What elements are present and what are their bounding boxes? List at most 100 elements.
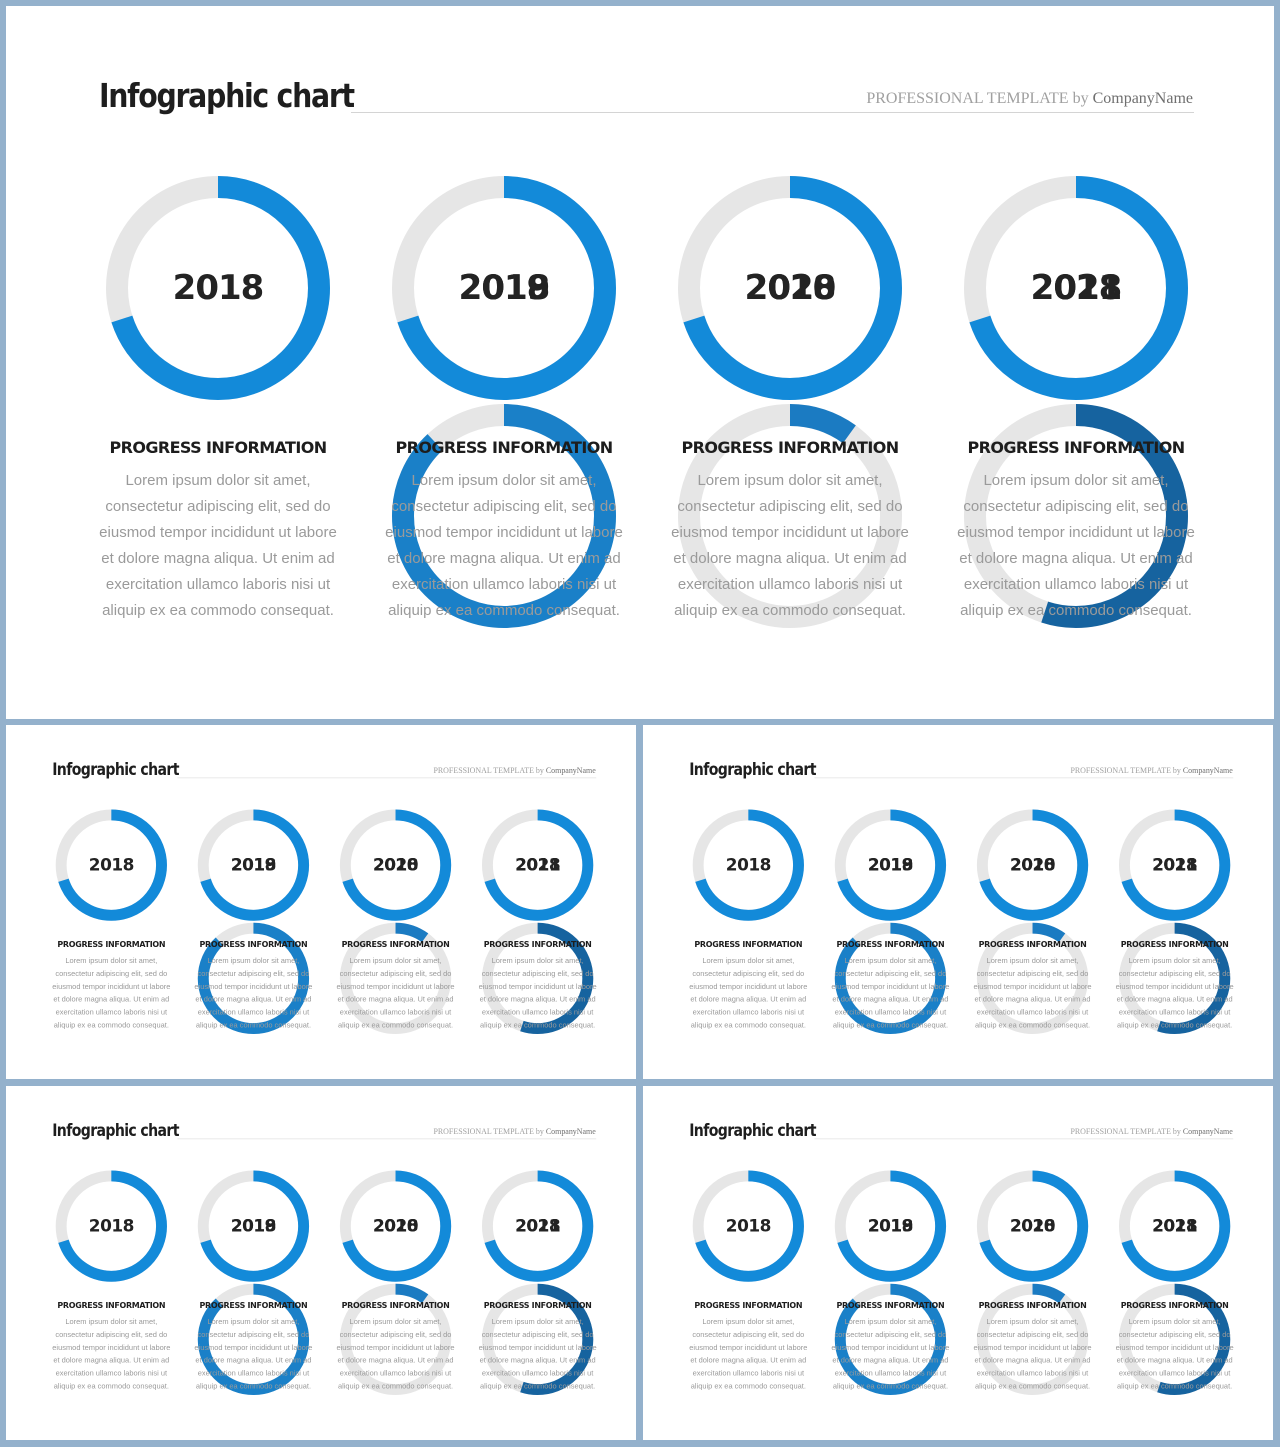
donut-progress-arc	[106, 176, 330, 400]
progress-heading: PROGRESS INFORMATION	[694, 1300, 803, 1311]
slide-content: Infographic chart PROFESSIONAL TEMPLATE …	[643, 1086, 1273, 1440]
company-name: CompanyName	[1182, 1127, 1233, 1137]
donut-chart	[392, 176, 616, 400]
progress-ring: 2018 2019	[197, 1169, 310, 1396]
template-credit: PROFESSIONAL TEMPLATE by CompanyName	[1070, 1128, 1232, 1137]
donut-chart	[339, 922, 452, 1035]
progress-description: Lorem ipsum dolor sit amet, consectetur …	[336, 1317, 455, 1391]
slide-title: Infographic chart	[52, 1120, 179, 1141]
progress-heading: PROGRESS INFORMATION	[341, 939, 450, 950]
year-label: 2018	[1030, 268, 1123, 308]
donut-progress-arc	[55, 1170, 167, 1282]
donut-progress-arc	[339, 1170, 452, 1282]
year-label: 2021	[1152, 855, 1198, 876]
year-label: 2018	[867, 1216, 914, 1237]
template-credit: PROFESSIONAL TEMPLATE by CompanyName	[866, 90, 1193, 108]
progress-heading: PROGRESS INFORMATION	[199, 939, 308, 950]
donut-chart	[197, 922, 310, 1035]
donut-chart	[678, 176, 902, 400]
slide-title: Infographic chart	[52, 759, 179, 780]
year-label: 2018	[744, 268, 837, 308]
progress-heading: PROGRESS INFORMATION	[395, 438, 613, 457]
year-label: 2018	[172, 268, 265, 308]
donut-chart	[197, 809, 310, 921]
slide-content: Infographic chart PROFESSIONAL TEMPLATE …	[643, 725, 1273, 1079]
progress-heading: PROGRESS INFORMATION	[836, 1300, 945, 1311]
donut-chart	[392, 404, 616, 628]
company-name: CompanyName	[1182, 766, 1233, 776]
progress-heading: PROGRESS INFORMATION	[483, 939, 592, 950]
donut-progress-arc	[481, 1170, 594, 1282]
progress-description: Lorem ipsum dolor sit amet, consectetur …	[1115, 1317, 1234, 1391]
donut-chart	[339, 1170, 452, 1282]
donut-chart	[1118, 1283, 1231, 1396]
donut-progress-arc	[339, 922, 452, 1035]
progress-ring: 2018	[692, 808, 805, 921]
progress-description: Lorem ipsum dolor sit amet, consectetur …	[194, 956, 313, 1030]
year-label: 2018	[515, 855, 561, 876]
progress-description: Lorem ipsum dolor sit amet, consectetur …	[385, 472, 623, 619]
progress-ring: 2018 2021	[1118, 1169, 1231, 1396]
donut-chart	[976, 1170, 1089, 1282]
progress-heading: PROGRESS INFORMATION	[483, 1300, 592, 1311]
donut-chart	[481, 1170, 594, 1282]
donut-progress-arc	[481, 809, 594, 921]
year-label: 2018	[1152, 855, 1198, 876]
slide-thumbnail-1: Infographic chart PROFESSIONAL TEMPLATE …	[6, 725, 636, 1079]
donut-chart	[481, 809, 594, 921]
year-label: 2021	[1030, 268, 1123, 308]
progress-ring: 2018 2020	[676, 174, 904, 628]
donut-progress-arc	[678, 176, 902, 400]
donut-progress-arc	[339, 1283, 452, 1396]
progress-ring: 2018 2020	[339, 808, 452, 1035]
slide-title: Infographic chart	[99, 76, 355, 115]
year-label: 2020	[1010, 855, 1056, 876]
donut-chart	[55, 1170, 167, 1282]
donut-chart	[339, 809, 452, 921]
donut-progress-arc	[976, 922, 1089, 1035]
year-label: 2020	[1010, 1216, 1056, 1237]
template-credit-prefix: PROFESSIONAL TEMPLATE by	[433, 766, 546, 776]
progress-ring: 2018 2021	[481, 1169, 594, 1396]
progress-ring: 2018 2020	[976, 808, 1089, 1035]
donut-progress-arc	[678, 404, 902, 628]
donut-progress-arc	[1118, 1170, 1231, 1282]
donut-progress-arc	[964, 404, 1188, 628]
year-label: 2019	[230, 1216, 277, 1237]
slide-thumbnail-2: Infographic chart PROFESSIONAL TEMPLATE …	[643, 725, 1273, 1079]
progress-description: Lorem ipsum dolor sit amet, consectetur …	[1115, 956, 1234, 1030]
year-label: 2018	[1010, 855, 1056, 876]
template-credit-prefix: PROFESSIONAL TEMPLATE by	[866, 90, 1093, 107]
progress-description: Lorem ipsum dolor sit amet, consectetur …	[336, 956, 455, 1030]
year-label: 2018	[88, 1216, 135, 1237]
donut-progress-arc	[692, 1170, 804, 1282]
year-label: 2021	[1152, 1216, 1198, 1237]
progress-description: Lorem ipsum dolor sit amet, consectetur …	[52, 956, 171, 1030]
donut-chart	[834, 1170, 947, 1282]
progress-description: Lorem ipsum dolor sit amet, consectetur …	[957, 472, 1195, 619]
progress-heading: PROGRESS INFORMATION	[341, 1300, 450, 1311]
year-label: 2018	[725, 855, 772, 876]
donut-progress-arc	[834, 922, 947, 1035]
template-credit-prefix: PROFESSIONAL TEMPLATE by	[1070, 766, 1183, 776]
progress-description: Lorem ipsum dolor sit amet, consectetur …	[973, 956, 1092, 1030]
company-name: CompanyName	[1092, 90, 1193, 107]
progress-heading: PROGRESS INFORMATION	[109, 438, 327, 457]
donut-progress-arc	[976, 809, 1089, 921]
year-label: 2020	[373, 855, 419, 876]
year-label: 2021	[515, 1216, 561, 1237]
donut-chart	[976, 922, 1089, 1035]
year-label: 2018	[373, 1216, 419, 1237]
progress-ring: 2018 2020	[339, 1169, 452, 1396]
progress-heading: PROGRESS INFORMATION	[1120, 1300, 1229, 1311]
company-name: CompanyName	[545, 1127, 596, 1137]
progress-heading: PROGRESS INFORMATION	[681, 438, 899, 457]
progress-ring: 2018	[55, 1169, 168, 1282]
donut-chart	[692, 1170, 804, 1282]
progress-ring: 2018	[692, 1169, 805, 1282]
donut-progress-arc	[1118, 809, 1231, 921]
year-label: 2021	[515, 855, 561, 876]
donut-chart	[976, 1283, 1089, 1396]
donut-chart	[976, 809, 1089, 921]
progress-heading: PROGRESS INFORMATION	[978, 1300, 1087, 1311]
